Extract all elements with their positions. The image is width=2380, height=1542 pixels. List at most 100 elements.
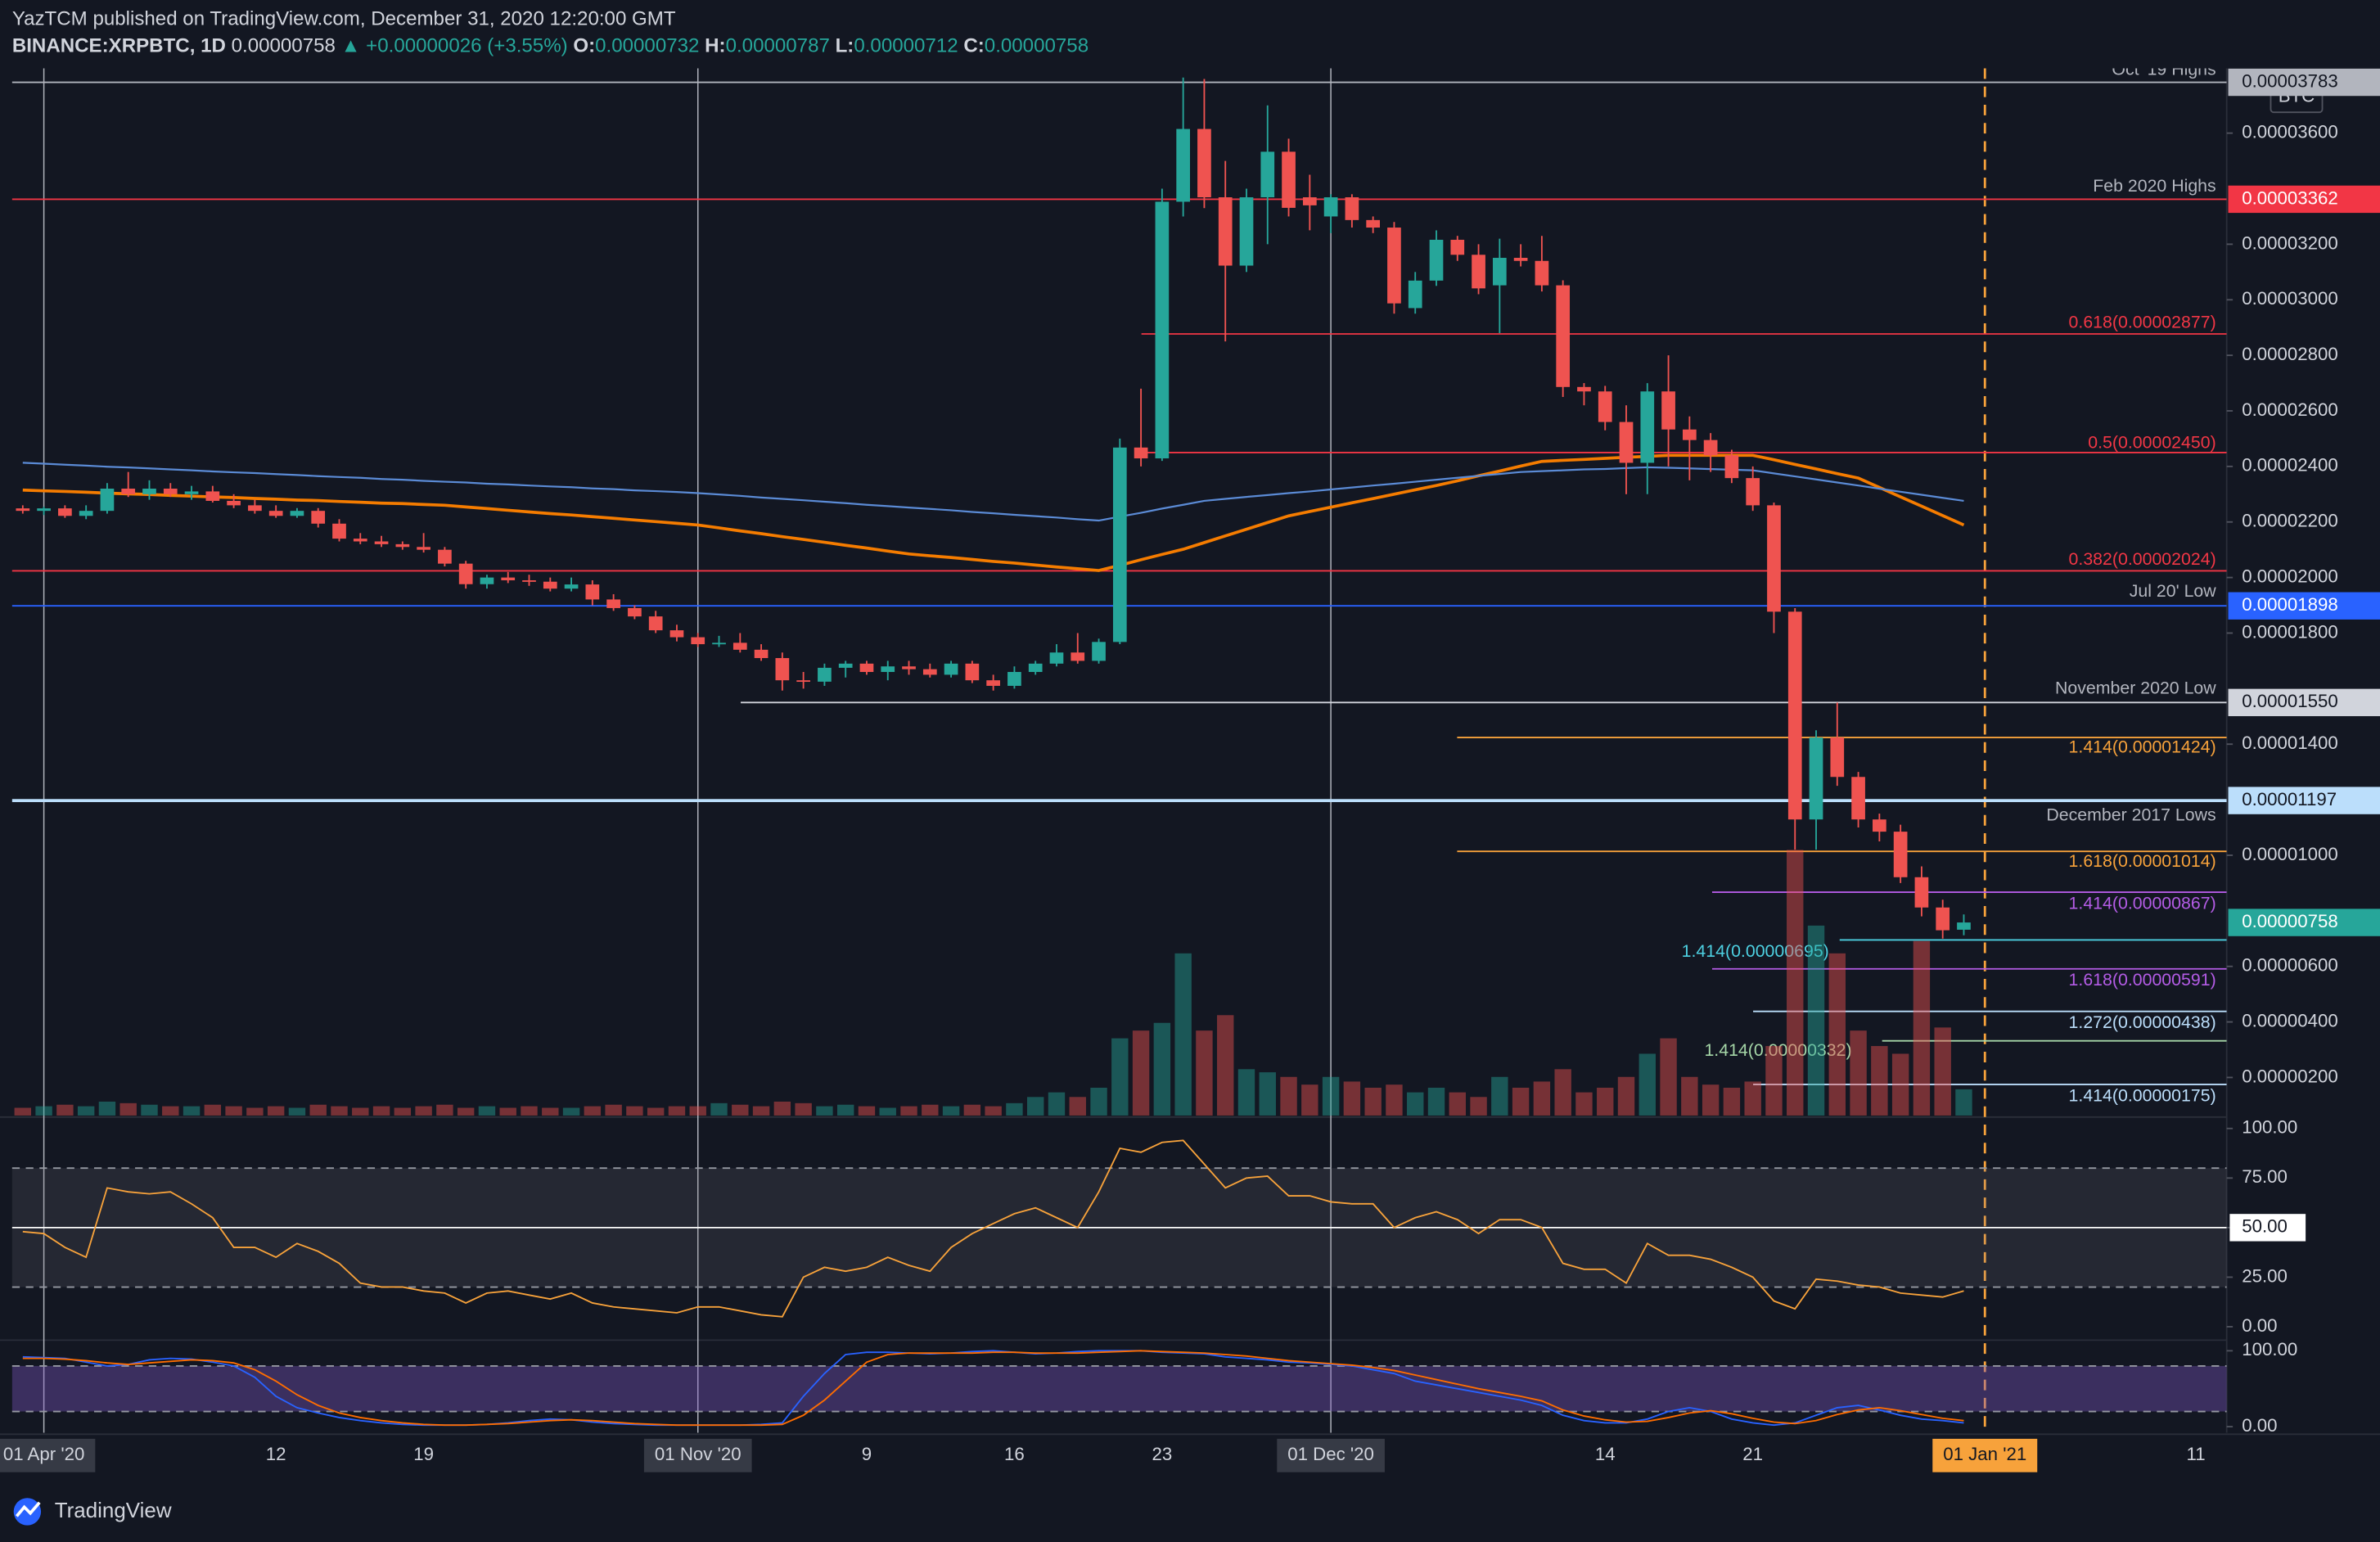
volume-bar bbox=[1597, 1087, 1614, 1116]
candle-body bbox=[248, 505, 262, 512]
candle-body bbox=[1387, 228, 1401, 304]
candle-body bbox=[480, 577, 494, 584]
volume-bar bbox=[942, 1106, 960, 1116]
volume-bar bbox=[1132, 1030, 1150, 1116]
candle-body bbox=[902, 666, 916, 670]
volume-bar bbox=[1196, 1030, 1213, 1116]
time-label-box bbox=[0, 1438, 96, 1472]
volume-bar bbox=[1934, 1027, 1951, 1116]
candle-body bbox=[922, 669, 937, 675]
volume-bar bbox=[162, 1106, 179, 1116]
volume-bar bbox=[309, 1104, 327, 1116]
y-tick-label: 0.00002600 bbox=[2242, 399, 2338, 420]
volume-bar bbox=[1512, 1087, 1530, 1116]
candle-body bbox=[1914, 877, 1929, 908]
candle-body bbox=[1197, 128, 1211, 198]
candle-body bbox=[184, 491, 199, 494]
candle-body bbox=[965, 663, 980, 681]
o-label: O: bbox=[573, 35, 595, 57]
volume-bar bbox=[225, 1106, 242, 1116]
candle-body bbox=[606, 599, 620, 608]
candle-body bbox=[1809, 737, 1823, 820]
level-label: Oct '19 Highs bbox=[2112, 59, 2215, 79]
volume-bar bbox=[1027, 1097, 1044, 1116]
candle-body bbox=[1345, 197, 1359, 220]
candle-body bbox=[1176, 128, 1190, 202]
price-box-label: 0.00000758 bbox=[2242, 911, 2338, 931]
volume-bar bbox=[1702, 1084, 1720, 1116]
price-box bbox=[2228, 68, 2380, 97]
volume-bar bbox=[204, 1104, 222, 1116]
level-label: 0.5(0.00002450) bbox=[2088, 432, 2215, 452]
candle-body bbox=[205, 491, 220, 501]
volume-bar bbox=[352, 1107, 369, 1116]
candle-body bbox=[669, 630, 684, 638]
candle-body bbox=[775, 658, 790, 681]
time-label-box bbox=[1932, 1438, 2038, 1472]
volume-bar bbox=[668, 1106, 686, 1116]
candle-body bbox=[163, 489, 178, 494]
x-tick-label: 01 Jan '21 bbox=[1943, 1444, 2026, 1464]
y-tick-label: 0.00 bbox=[2242, 1415, 2277, 1436]
volume-bar bbox=[372, 1106, 390, 1116]
candle-body bbox=[1155, 201, 1170, 459]
volume-bar bbox=[436, 1104, 453, 1116]
volume-bar bbox=[1006, 1102, 1023, 1116]
volume-bar bbox=[1301, 1084, 1318, 1116]
candle-body bbox=[1893, 832, 1908, 877]
volume-bar bbox=[795, 1102, 812, 1116]
volume-bar bbox=[858, 1106, 876, 1116]
logo-mark bbox=[15, 1501, 41, 1517]
candle-body bbox=[1873, 819, 1886, 832]
time-label-box bbox=[643, 1438, 752, 1472]
candle-body bbox=[1282, 151, 1296, 208]
volume-bar bbox=[626, 1106, 643, 1116]
indicator-line bbox=[22, 1350, 1964, 1427]
h-label: H: bbox=[705, 35, 725, 57]
volume-bar bbox=[1343, 1081, 1361, 1116]
candle-body bbox=[1492, 258, 1507, 286]
moving-average bbox=[22, 453, 1965, 572]
y-tick-label: 50.00 bbox=[2242, 1216, 2288, 1237]
price-box bbox=[2228, 688, 2380, 717]
x-tick-label: 12 bbox=[266, 1444, 286, 1464]
volume-bar bbox=[1660, 1038, 1677, 1116]
candle-body bbox=[1239, 197, 1254, 266]
volume-bar bbox=[1575, 1092, 1593, 1116]
candle-body bbox=[796, 680, 810, 683]
candle-body bbox=[754, 649, 769, 659]
x-tick-label: 11 bbox=[2186, 1444, 2205, 1464]
o-value: 0.00000732 bbox=[595, 35, 699, 57]
candle-body bbox=[1556, 285, 1571, 387]
candle-body bbox=[628, 607, 642, 617]
y-tick-label: 0.00002800 bbox=[2242, 344, 2338, 364]
candle-body bbox=[1683, 429, 1697, 440]
l-label: L: bbox=[836, 35, 854, 57]
volume-bar bbox=[773, 1101, 791, 1116]
candle-body bbox=[1513, 258, 1528, 261]
volume-bar bbox=[521, 1106, 538, 1116]
candle-body bbox=[268, 511, 283, 516]
y-tick-label: 0.00001000 bbox=[2242, 844, 2338, 864]
candle-body bbox=[818, 667, 832, 682]
y-tick-label: 0.00002000 bbox=[2242, 566, 2338, 586]
candle-body bbox=[1218, 197, 1233, 266]
volume-bar bbox=[647, 1107, 665, 1116]
candle-body bbox=[1640, 391, 1655, 463]
volume-bar bbox=[1407, 1092, 1424, 1116]
level-label: 1.618(0.00000591) bbox=[2069, 970, 2216, 990]
y-tick-label: 0.00000600 bbox=[2242, 955, 2338, 976]
level-label: November 2020 Low bbox=[2055, 678, 2216, 697]
candle-body bbox=[859, 663, 874, 672]
candle-body bbox=[1302, 197, 1317, 205]
volume-bar bbox=[1744, 1081, 1761, 1116]
volume-bar bbox=[1217, 1015, 1234, 1116]
indicator-line bbox=[22, 1350, 1964, 1427]
candle-body bbox=[838, 663, 853, 668]
level-label: Jul 20' Low bbox=[2130, 581, 2217, 601]
level-label: 1.272(0.00000438) bbox=[2069, 1012, 2216, 1032]
price-box bbox=[2228, 787, 2380, 814]
candle-body bbox=[37, 508, 51, 512]
y-tick-label: 0.00001800 bbox=[2242, 621, 2338, 642]
volume-bar bbox=[1807, 925, 1825, 1116]
